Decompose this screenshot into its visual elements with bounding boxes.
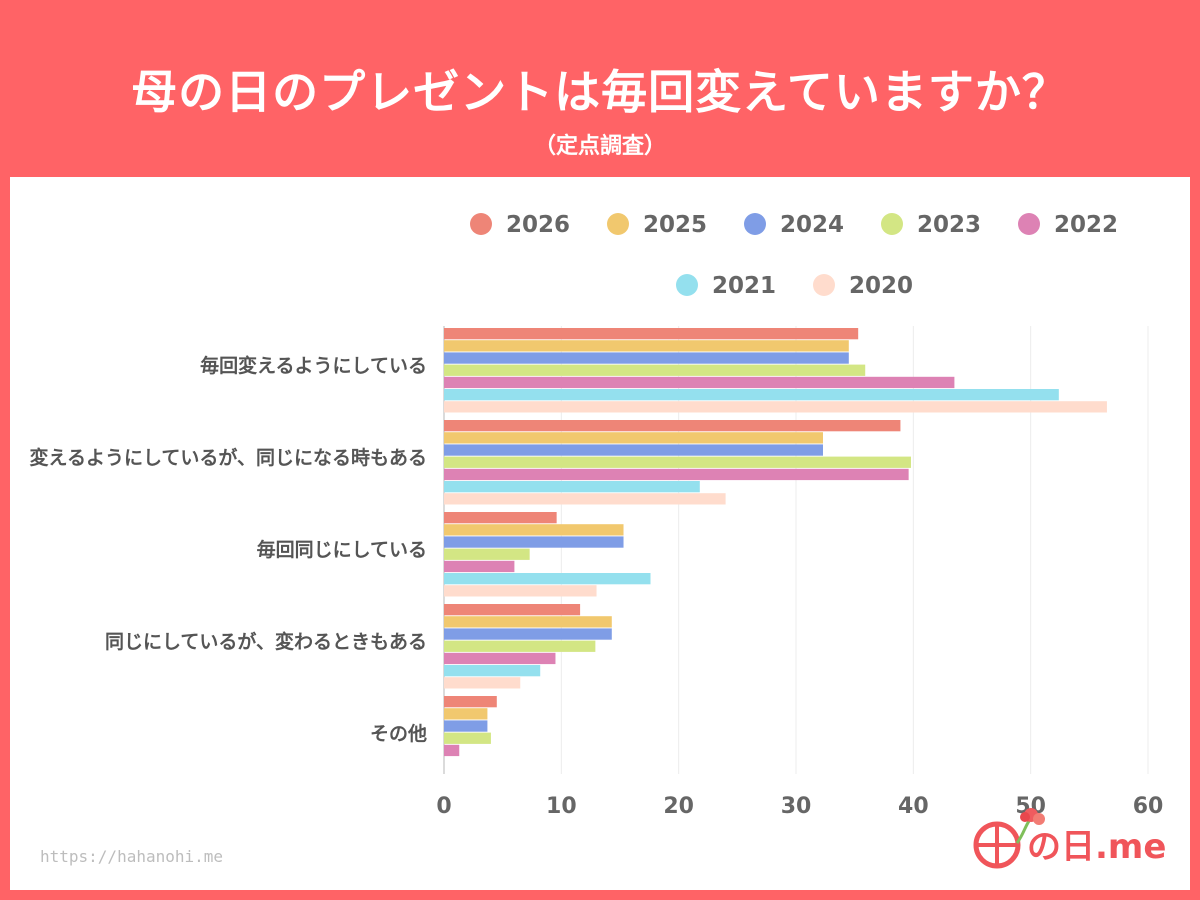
header: 母の日のプレゼントは毎回変えていますか？ （定点調査）	[0, 0, 1200, 176]
bar	[444, 604, 581, 616]
chart-title: 母の日のプレゼントは毎回変えていますか？	[131, 65, 1069, 119]
category-label: 毎回変えるようにしている	[200, 354, 427, 377]
bar	[444, 628, 612, 640]
legend-label: 2021	[712, 273, 776, 299]
bar	[444, 560, 515, 573]
bar	[444, 352, 849, 364]
bar	[444, 376, 955, 389]
category-label: その他	[370, 722, 427, 745]
chart-subtitle: （定点調査）	[533, 134, 666, 159]
legend-marker	[676, 274, 698, 296]
bar	[444, 720, 488, 732]
legend-marker	[1018, 213, 1040, 235]
bar	[444, 420, 901, 432]
legend-label: 2020	[849, 273, 913, 299]
bar	[444, 524, 624, 536]
legend-label: 2022	[1054, 212, 1118, 238]
bar	[444, 456, 911, 468]
bar	[444, 652, 556, 665]
x-tick-label: 30	[781, 794, 812, 819]
category-label: 毎回同じにしている	[257, 538, 427, 561]
bar	[444, 732, 491, 744]
bar	[444, 512, 557, 524]
bar	[444, 389, 1059, 401]
legend-label: 2026	[506, 212, 570, 238]
bar	[444, 468, 909, 481]
bar	[444, 481, 700, 493]
chart-panel: 0 10 20 30 40 50 60 2026 2025 2024 2023 2022 2021 202…	[10, 177, 1190, 890]
legend-marker	[744, 213, 766, 235]
logo-text: の日.me	[1027, 827, 1167, 867]
bar	[444, 548, 530, 560]
x-tick-label: 40	[898, 794, 929, 819]
source-url: https://hahanohi.me	[40, 847, 224, 866]
bar	[444, 340, 849, 352]
bar	[444, 585, 597, 597]
legend-label: 2024	[780, 212, 844, 238]
legend-marker	[607, 213, 629, 235]
legend-marker	[470, 213, 492, 235]
legend-marker	[813, 274, 835, 296]
carnation-logo-icon	[973, 808, 1045, 869]
bar	[444, 364, 866, 376]
site-logo: の日.me	[965, 805, 1175, 875]
bar	[444, 744, 460, 757]
legend-label: 2025	[643, 212, 707, 238]
bar	[444, 665, 541, 677]
legend-marker	[881, 213, 903, 235]
bar	[444, 328, 859, 340]
x-tick-label: 0	[436, 794, 451, 819]
bar	[444, 677, 521, 689]
bar	[444, 401, 1107, 413]
bar	[444, 432, 823, 444]
bar	[444, 536, 624, 548]
bar	[444, 616, 612, 628]
bar	[444, 573, 651, 585]
x-tick-label: 60	[1133, 794, 1164, 819]
category-label: 同じにしているが、変わるときもある	[105, 630, 427, 653]
bar	[444, 696, 497, 708]
x-tick-label: 20	[663, 794, 694, 819]
category-label: 変えるようにしているが、同じになる時もある	[30, 446, 427, 469]
x-tick-label: 10	[546, 794, 577, 819]
bar	[444, 493, 726, 505]
bar	[444, 444, 823, 456]
legend-label: 2023	[917, 212, 981, 238]
bar	[444, 708, 488, 720]
bar	[444, 640, 596, 652]
